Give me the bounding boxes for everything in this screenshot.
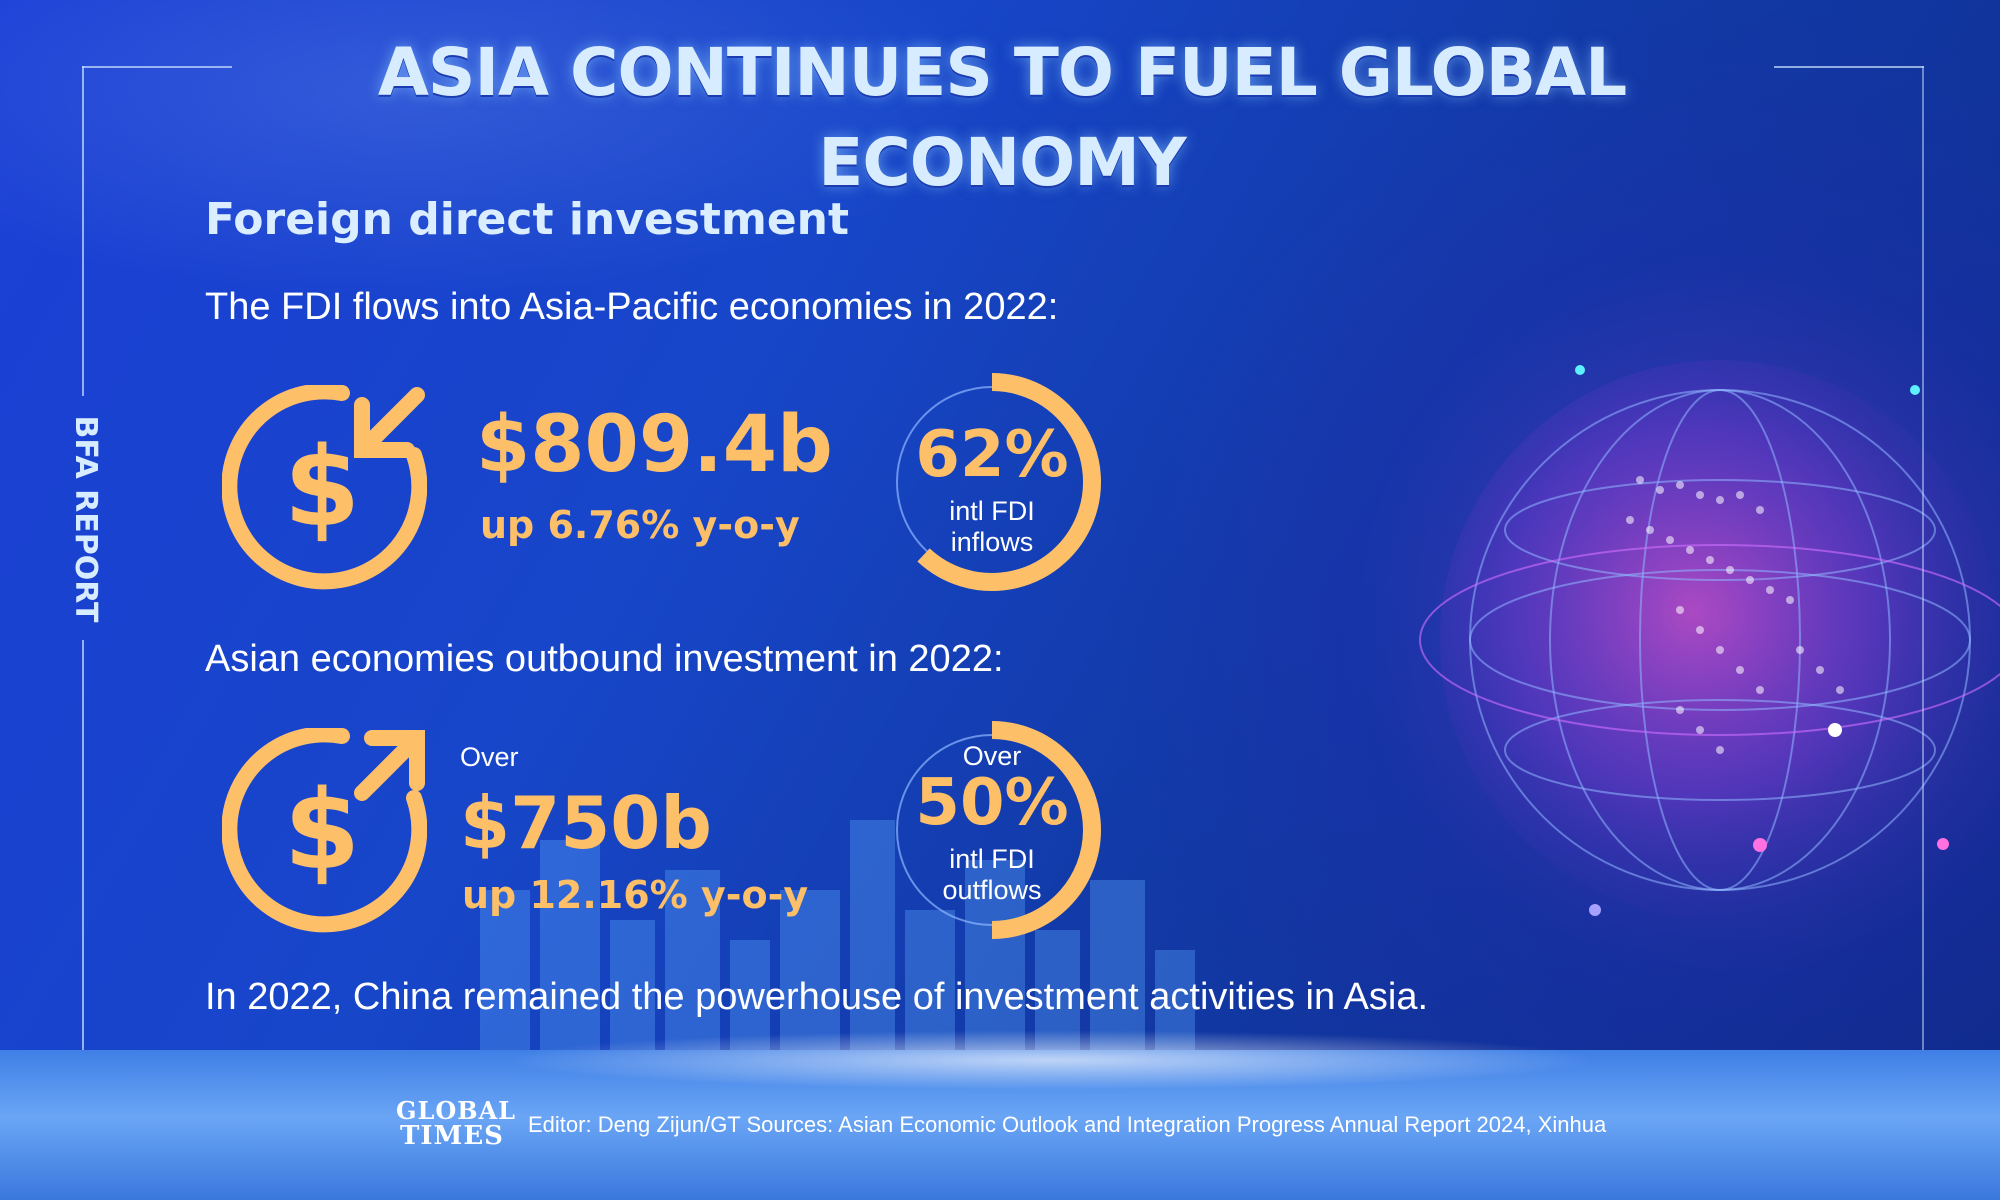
city-skyline-illustration <box>480 820 1195 1050</box>
frame-line <box>1774 66 1924 68</box>
inflow-share-ring <box>896 373 1101 591</box>
dollar-outbound-arrow-icon: $ <box>222 728 427 933</box>
logo-line-2: TIMES <box>400 1121 504 1151</box>
outflow-share-arc <box>991 721 1101 939</box>
inflow-share-pct: 62% <box>915 418 1069 492</box>
bottom-shine <box>500 1030 1600 1090</box>
section-title: Foreign direct investment <box>205 194 850 245</box>
outflow-share-caption-1: intl FDI <box>949 844 1035 874</box>
frame-line <box>82 66 84 396</box>
outflow-amount: $750b <box>460 781 712 865</box>
page-title: ASIA CONTINUES TO FUEL GLOBAL ECONOMY <box>377 34 1627 201</box>
globe-illustration <box>1419 360 2000 920</box>
logo-line-1: GLOBAL <box>396 1096 517 1125</box>
outflow-intro: Asian economies outbound investment in 2… <box>205 638 1004 680</box>
credits-line: Editor: Deng Zijun/GT Sources: Asian Eco… <box>528 1112 1607 1137</box>
inflow-amount: $809.4b <box>476 400 833 490</box>
frame-line <box>82 66 232 68</box>
inflow-share-caption-1: intl FDI <box>949 496 1035 526</box>
side-label-text: BFA REPORT <box>68 415 103 623</box>
outflow-share-prefix: Over <box>962 741 1022 771</box>
outflow-share-caption-2: outflows <box>942 875 1042 905</box>
global-times-logo: GLOBAL TIMES <box>396 1096 517 1154</box>
inflow-intro: The FDI flows into Asia-Pacific economie… <box>205 286 1059 328</box>
svg-text:$: $ <box>284 423 361 551</box>
outflow-growth: up 12.16% y-o-y <box>462 873 809 917</box>
outflow-share-ring <box>896 721 1101 939</box>
outflow-amount-prefix: Over <box>460 742 519 772</box>
footer-note: In 2022, China remained the powerhouse o… <box>205 976 1429 1018</box>
inflow-share-arc <box>917 373 1101 591</box>
dollar-inbound-arrow-icon: $ <box>222 385 427 590</box>
outflow-share-pct: 50% <box>915 766 1069 840</box>
svg-text:$: $ <box>284 766 361 894</box>
frame-line <box>1922 66 1924 1050</box>
inflow-growth: up 6.76% y-o-y <box>480 503 800 547</box>
side-label: BFA REPORT <box>40 405 128 635</box>
frame-line <box>82 640 84 1050</box>
inflow-share-caption-2: inflows <box>950 527 1034 557</box>
